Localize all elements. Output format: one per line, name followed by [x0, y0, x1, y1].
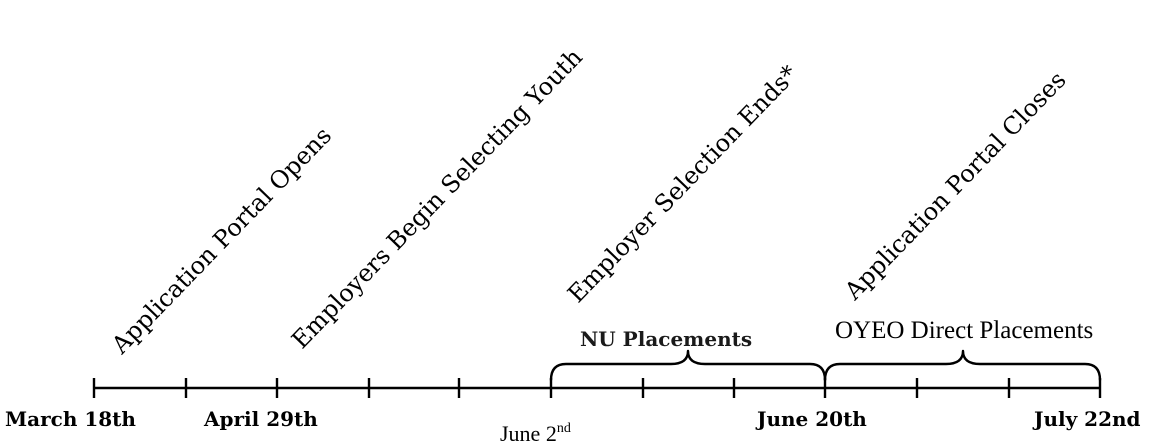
date-july-22: July 22nd [1032, 407, 1141, 431]
event-employers-begin-selecting: Employers Begin Selecting Youth [286, 43, 588, 354]
period-oyeo-direct-placements: OYEO Direct Placements [835, 317, 1093, 344]
date-june-2: June 2nd [500, 421, 571, 444]
event-employer-selection-ends: Employer Selection Ends* [562, 60, 803, 308]
date-april-29: April 29th [203, 407, 318, 431]
timeline-ticks [92, 378, 1102, 398]
period-nu-placements: NU Placements [580, 327, 752, 351]
oyeo-placements-brace [823, 349, 1102, 382]
date-june-2-base: June 2 [500, 421, 557, 444]
event-application-portal-closes: Application Portal Closes [838, 66, 1071, 306]
nu-placements-brace [549, 349, 827, 382]
date-march-18: March 18th [5, 407, 136, 431]
date-june-2-sup: nd [557, 421, 571, 436]
date-june-20: June 20th [755, 407, 867, 431]
